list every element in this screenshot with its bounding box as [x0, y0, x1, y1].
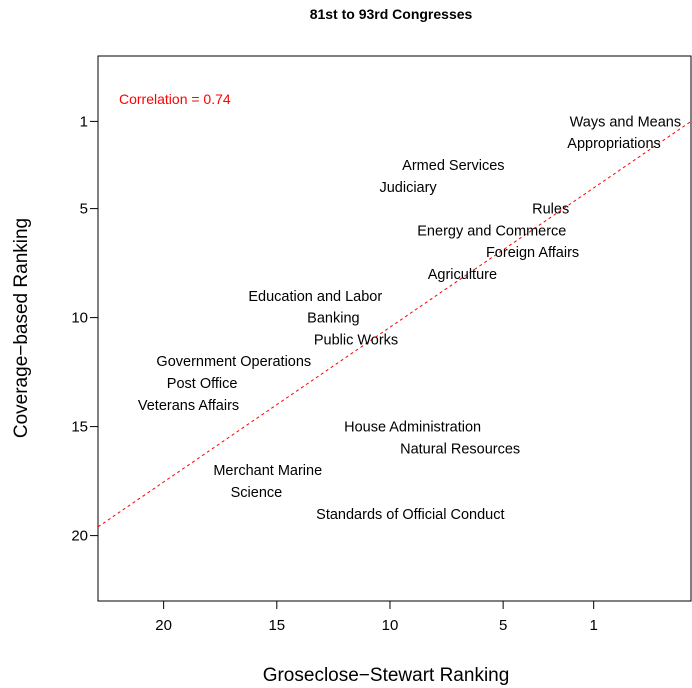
y-tick-label: 10 — [71, 310, 88, 327]
correlation-annotation: Correlation = 0.74 — [119, 91, 231, 107]
x-axis-label: Groseclose−Stewart Ranking — [263, 665, 510, 686]
y-tick-label: 1 — [80, 113, 88, 130]
plot-frame — [97, 55, 692, 602]
x-tick-label: 5 — [499, 617, 507, 634]
point-label: House Administration — [344, 420, 481, 436]
point-label: Science — [231, 485, 283, 501]
point-label: Judiciary — [379, 180, 437, 196]
point-label: Appropriations — [567, 136, 661, 152]
point-label: Armed Services — [402, 158, 504, 174]
y-tick-label: 15 — [71, 419, 88, 436]
point-label: Banking — [307, 311, 359, 327]
point-label: Merchant Marine — [213, 463, 322, 479]
point-label: Agriculture — [428, 267, 497, 283]
point-label: Public Works — [314, 332, 398, 348]
point-label: Rules — [532, 202, 569, 218]
point-label: Government Operations — [156, 354, 311, 370]
point-label: Standards of Official Conduct — [316, 507, 504, 523]
point-label: Ways and Means — [570, 114, 681, 130]
x-tick-label: 15 — [268, 617, 285, 634]
x-tick-label: 10 — [382, 617, 399, 634]
point-label: Education and Labor — [248, 289, 382, 305]
point-label: Foreign Affairs — [486, 245, 579, 261]
y-tick-label: 5 — [80, 201, 88, 218]
x-axis: 20 15 10 5 1 — [155, 601, 598, 634]
point-label: Energy and Commerce — [417, 223, 566, 239]
x-tick-label: 1 — [590, 617, 598, 634]
point-label: Natural Resources — [400, 441, 520, 457]
point-labels: Ways and Means Appropriations Armed Servic… — [138, 114, 681, 522]
chart-title: 81st to 93rd Congresses — [310, 6, 473, 22]
y-axis-label: Coverage−based Ranking — [11, 218, 32, 438]
x-tick-label: 20 — [155, 617, 172, 634]
y-tick-label: 20 — [71, 528, 88, 545]
point-label: Post Office — [167, 376, 238, 392]
point-label: Veterans Affairs — [138, 398, 239, 414]
